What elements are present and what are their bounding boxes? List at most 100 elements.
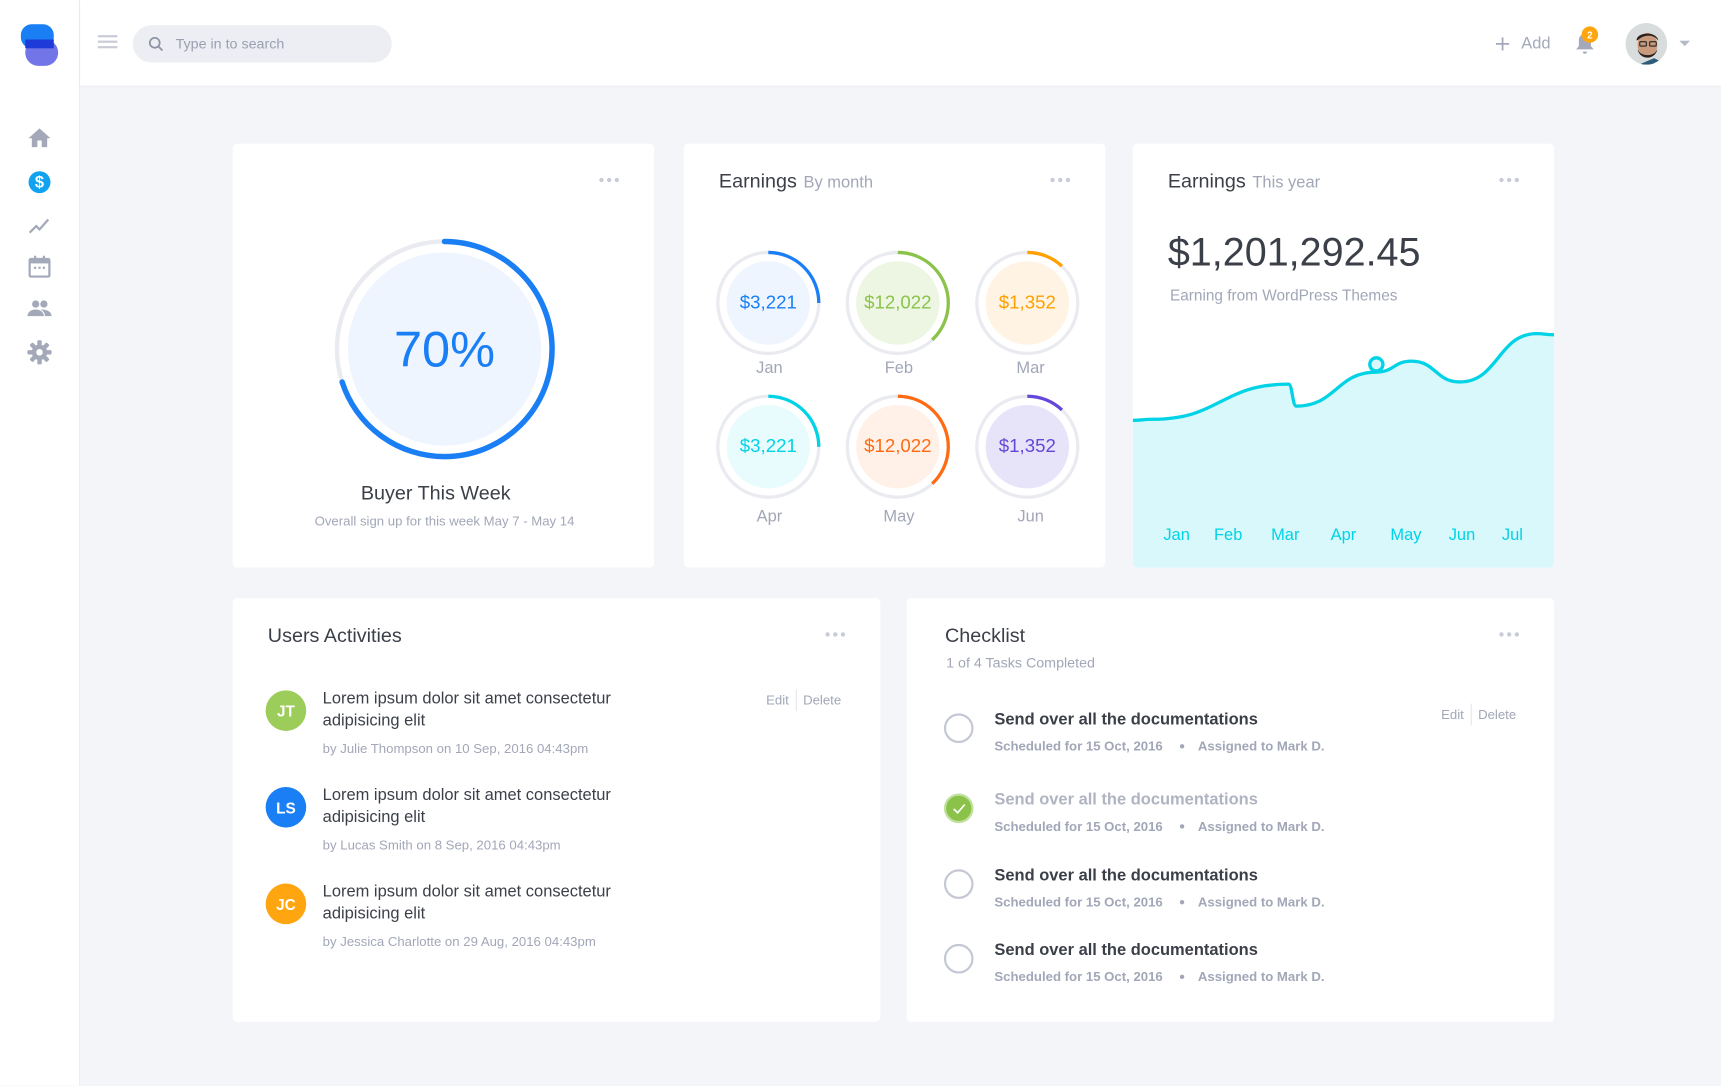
month-value: $1,352	[998, 291, 1056, 313]
edit-button[interactable]: Edit	[1441, 706, 1464, 723]
chevron-down-icon[interactable]	[1679, 40, 1691, 48]
month-ring	[716, 394, 821, 499]
earnings-caption: Earning from WordPress Themes	[1170, 286, 1398, 305]
activity-item: JT Lorem ipsum dolor sit amet consectetur…	[265, 689, 848, 767]
month-progress-arc	[975, 394, 1080, 499]
more-options-button[interactable]	[825, 631, 846, 638]
month-ring	[845, 394, 950, 499]
x-axis-label: Jun	[1448, 525, 1476, 545]
task-assignee: Assigned to Mark D.	[1197, 818, 1325, 835]
month-label: Jan	[756, 358, 783, 378]
checklist-summary: 1 of 4 Tasks Completed	[946, 654, 1095, 671]
checklist-item: Send over all the documentations Schedule…	[943, 866, 1521, 929]
chart-highlight-point[interactable]	[1368, 356, 1385, 373]
activity-text: Lorem ipsum dolor sit amet consectetur a…	[322, 689, 611, 730]
more-options-button[interactable]	[1499, 631, 1520, 638]
avatar: JC	[265, 883, 307, 925]
month-value: $3,221	[739, 291, 797, 313]
dollar-icon[interactable]: $	[26, 169, 52, 195]
x-axis-label: Mar	[1271, 525, 1300, 545]
task-assignee: Assigned to Mark D.	[1197, 969, 1325, 985]
card-title: Checklist	[945, 624, 1026, 647]
buyer-progress-ring	[334, 238, 555, 460]
activity-item: JC Lorem ipsum dolor sit amet consectetur…	[265, 882, 848, 961]
task-checkbox[interactable]	[943, 943, 974, 974]
activity-actions: Edit Delete	[766, 689, 842, 712]
task-checkbox[interactable]	[943, 793, 974, 824]
chart-area	[1132, 333, 1555, 568]
title-text: Earnings	[718, 170, 797, 193]
task-checkbox[interactable]	[943, 869, 974, 899]
x-axis-label: Feb	[1213, 525, 1243, 545]
chart-line	[1132, 332, 1555, 423]
month-progress-arc	[845, 394, 950, 499]
add-button[interactable]: Add	[1495, 34, 1551, 53]
more-options-button[interactable]	[1050, 177, 1071, 184]
delete-button[interactable]: Delete	[1478, 706, 1517, 723]
title-subtitle: By month	[803, 173, 874, 193]
check-icon	[952, 803, 965, 814]
task-scheduled: Scheduled for 15 Oct, 2016	[994, 969, 1163, 985]
checklist-item: Send over all the documentations Schedule…	[943, 710, 1521, 773]
month-progress-arc	[845, 250, 950, 356]
month-value: $12,022	[864, 291, 932, 313]
month-label: Apr	[756, 507, 783, 526]
search-icon	[148, 36, 164, 52]
x-axis-label: May	[1390, 525, 1422, 545]
gear-icon[interactable]	[26, 339, 52, 365]
activity-meta: by Lucas Smith on 8 Sep, 2016 04:43pm	[322, 837, 561, 853]
avatar[interactable]	[1625, 23, 1668, 65]
task-title: Send over all the documentations	[994, 710, 1258, 729]
users-activities-card: Users Activities JT Lorem ipsum dolor sit…	[232, 598, 881, 1022]
month-label: Mar	[1016, 358, 1045, 378]
notification-badge: 2	[1581, 26, 1599, 43]
x-axis-label: Apr	[1330, 525, 1357, 545]
activity-text: Lorem ipsum dolor sit amet consectetur a…	[322, 785, 611, 827]
title-subtitle: This year	[1252, 173, 1321, 193]
activity-meta: by Julie Thompson on 10 Sep, 2016 04:43p…	[322, 740, 589, 757]
month-earning-ring: $1,352	[972, 392, 1082, 502]
task-checkbox[interactable]	[943, 713, 974, 744]
calendar-icon[interactable]	[26, 254, 52, 280]
activity-item: LS Lorem ipsum dolor sit amet consectetur…	[265, 785, 848, 864]
task-meta: Scheduled for 15 Oct, 2016 Assigned to Ma…	[994, 819, 1324, 834]
users-icon[interactable]	[26, 295, 52, 321]
task-meta: Scheduled for 15 Oct, 2016 Assigned to Ma…	[994, 969, 1324, 984]
card-title: Users Activities	[267, 624, 402, 647]
search-input[interactable]: Type in to search	[132, 25, 392, 63]
more-options-button[interactable]	[599, 177, 620, 184]
menu-icon[interactable]	[97, 34, 118, 50]
month-value: $1,352	[998, 435, 1056, 457]
home-icon[interactable]	[26, 125, 52, 151]
task-title: Send over all the documentations	[994, 865, 1258, 885]
add-label: Add	[1521, 34, 1551, 53]
sidebar: $	[0, 0, 81, 1086]
svg-text:$: $	[35, 174, 44, 192]
notifications-button[interactable]: 2	[1575, 26, 1599, 57]
task-actions: Edit Delete	[1441, 703, 1517, 726]
buyer-percent: 70%	[393, 320, 496, 378]
trend-icon[interactable]	[26, 212, 52, 238]
buyer-subtitle: Overall sign up for this week May 7 - Ma…	[314, 513, 575, 530]
month-label: May	[883, 507, 915, 526]
avatar: JT	[265, 690, 307, 731]
title-text: Earnings	[1167, 170, 1246, 193]
task-title: Send over all the documentations	[994, 940, 1258, 960]
earnings-this-year-card: Earnings This year $1,201,292.45 Earning …	[1132, 143, 1555, 568]
task-scheduled: Scheduled for 15 Oct, 2016	[994, 818, 1163, 835]
card-title: Earnings By month	[719, 170, 873, 193]
logo[interactable]	[20, 24, 60, 68]
task-title: Send over all the documentations	[994, 790, 1258, 809]
month-progress-arc	[975, 250, 1080, 356]
month-progress-arc	[716, 394, 821, 499]
avatar: LS	[265, 786, 307, 828]
month-earning-ring: $1,352	[972, 248, 1082, 358]
activity-meta: by Jessica Charlotte on 29 Aug, 2016 04:…	[322, 934, 596, 950]
more-options-button[interactable]	[1499, 177, 1520, 184]
activity-text: Lorem ipsum dolor sit amet consectetur a…	[322, 882, 611, 924]
edit-button[interactable]: Edit	[766, 692, 789, 708]
month-earning-ring: $3,221	[713, 248, 823, 358]
delete-button[interactable]: Delete	[803, 692, 842, 708]
task-assignee: Assigned to Mark D.	[1197, 738, 1325, 755]
buyer-title: Buyer This Week	[360, 481, 511, 504]
